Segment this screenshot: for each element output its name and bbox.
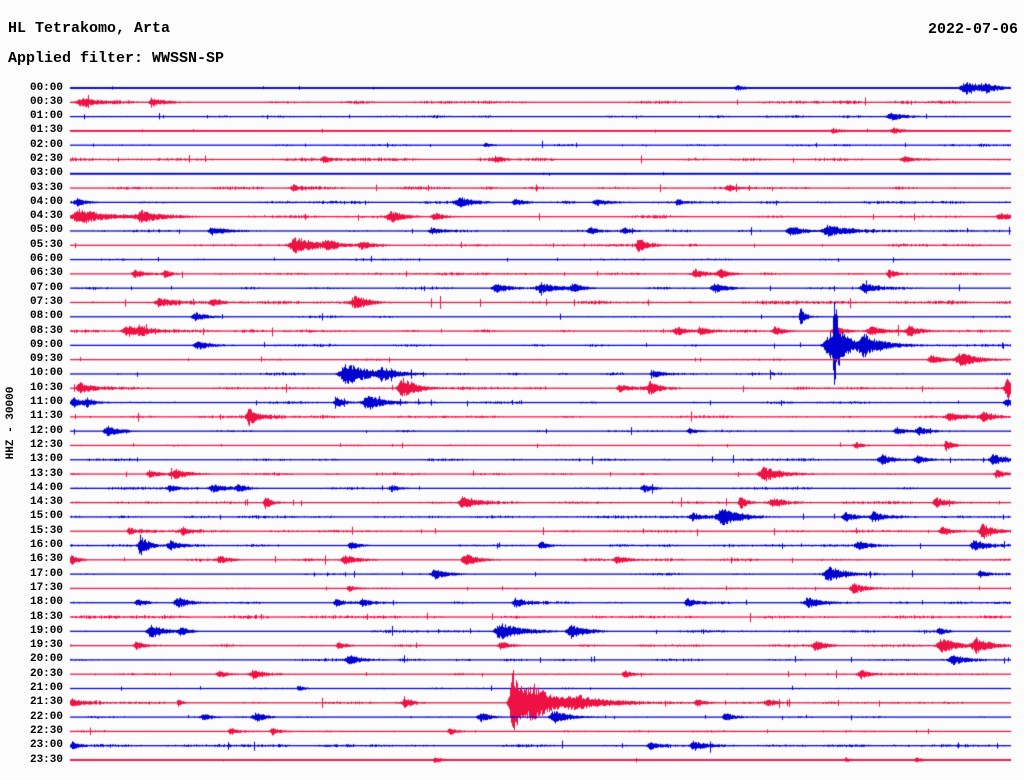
time-label: 22:00 bbox=[29, 710, 63, 723]
time-label: 03:00 bbox=[29, 167, 63, 180]
time-label: 11:00 bbox=[29, 396, 63, 409]
time-label: 01:00 bbox=[29, 110, 63, 123]
time-label: 06:30 bbox=[29, 267, 63, 280]
time-label: 12:00 bbox=[29, 424, 63, 437]
time-label: 14:00 bbox=[29, 481, 63, 494]
time-label: 23:30 bbox=[29, 753, 63, 766]
time-label: 20:00 bbox=[29, 653, 63, 666]
time-label: 09:30 bbox=[29, 353, 63, 366]
time-label: 03:30 bbox=[29, 181, 63, 194]
time-label: 16:30 bbox=[29, 553, 63, 566]
time-label: 18:00 bbox=[29, 596, 63, 609]
time-label: 13:30 bbox=[29, 467, 63, 480]
date-label: 2022-07-06 bbox=[927, 21, 1018, 38]
time-label: 07:30 bbox=[29, 295, 63, 308]
time-label: 02:00 bbox=[29, 138, 63, 151]
filter-label: Applied filter: WWSSN-SP bbox=[8, 50, 225, 67]
time-label: 05:00 bbox=[29, 224, 63, 237]
time-label: 05:30 bbox=[29, 238, 63, 251]
time-label: 10:00 bbox=[29, 367, 63, 380]
time-label: 17:30 bbox=[29, 581, 63, 594]
time-label: 14:30 bbox=[29, 496, 63, 509]
time-label: 04:00 bbox=[29, 195, 63, 208]
time-label: 15:30 bbox=[29, 524, 63, 537]
time-label: 10:30 bbox=[29, 381, 63, 394]
time-label: 07:00 bbox=[29, 281, 63, 294]
time-label: 17:00 bbox=[29, 567, 63, 580]
time-label: 22:30 bbox=[29, 724, 63, 737]
time-label: 21:30 bbox=[29, 696, 63, 709]
time-label: 00:30 bbox=[29, 95, 63, 108]
time-label: 12:30 bbox=[29, 438, 63, 451]
time-label: 08:00 bbox=[29, 310, 63, 323]
time-label: 09:00 bbox=[29, 338, 63, 351]
time-label: 23:00 bbox=[29, 739, 63, 752]
time-label: 15:00 bbox=[29, 510, 63, 523]
time-label: 04:30 bbox=[29, 210, 63, 223]
time-label: 01:30 bbox=[29, 124, 63, 137]
time-label: 16:00 bbox=[29, 539, 63, 552]
time-label: 18:30 bbox=[29, 610, 63, 623]
time-label: 00:00 bbox=[29, 81, 63, 94]
time-label: 19:00 bbox=[29, 624, 63, 637]
time-label: 13:00 bbox=[29, 453, 63, 466]
station-title: HL Tetrakomo, Arta bbox=[8, 20, 171, 37]
time-label: 19:30 bbox=[29, 639, 63, 652]
time-label: 06:00 bbox=[29, 253, 63, 266]
time-label: 11:30 bbox=[29, 410, 63, 423]
time-label: 20:30 bbox=[29, 667, 63, 680]
time-label: 02:30 bbox=[29, 152, 63, 165]
time-label: 21:00 bbox=[29, 682, 63, 694]
time-label: 08:30 bbox=[29, 324, 63, 337]
